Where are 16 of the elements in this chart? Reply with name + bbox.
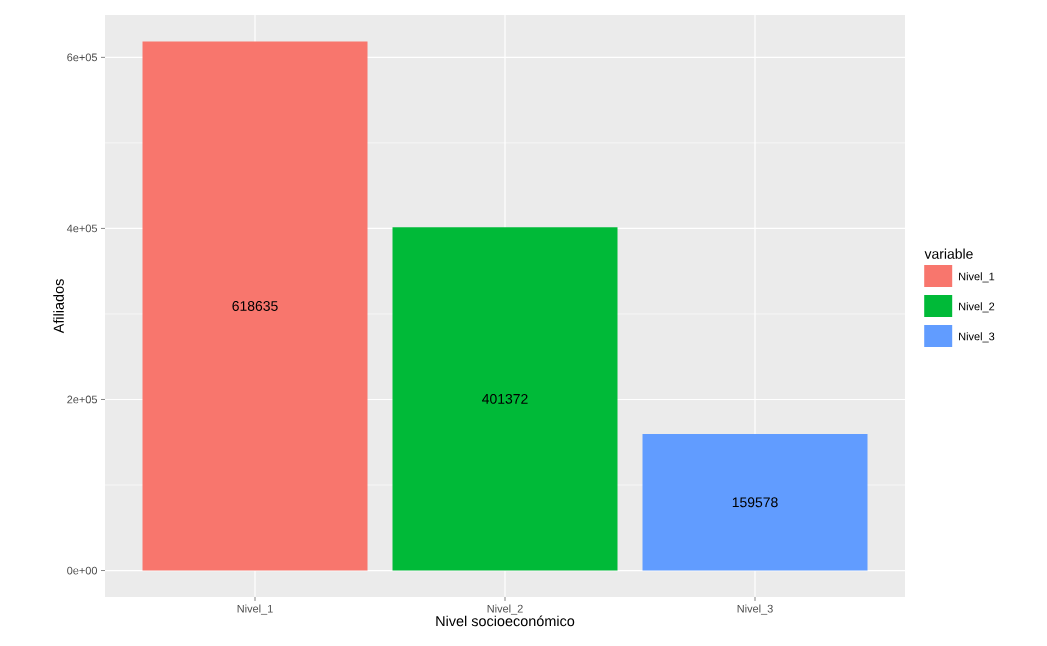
data-label: 401372 <box>482 393 528 404</box>
y-axis-title: Afiliados <box>53 279 64 334</box>
legend-label: Nivel_1 <box>959 272 995 283</box>
legend-label: Nivel_3 <box>959 332 995 343</box>
data-label: 618635 <box>232 301 278 311</box>
y-tick-label: 6e+05 <box>67 53 98 62</box>
y-tick-label: 2e+05 <box>67 395 98 404</box>
y-tick-label: 4e+05 <box>66 224 98 233</box>
x-tick-label: Nivel_3 <box>737 604 773 615</box>
x-tick-label: Nivel_1 <box>237 604 273 615</box>
data-label: 159578 <box>732 497 778 508</box>
legend-label: Nivel_2 <box>959 302 995 313</box>
legend-title: variable <box>924 248 973 259</box>
x-axis-title: Nivel socioeconómico <box>436 615 575 627</box>
y-tick-label: 0e+00 <box>67 566 98 575</box>
x-tick-label: Nivel_2 <box>487 604 523 615</box>
